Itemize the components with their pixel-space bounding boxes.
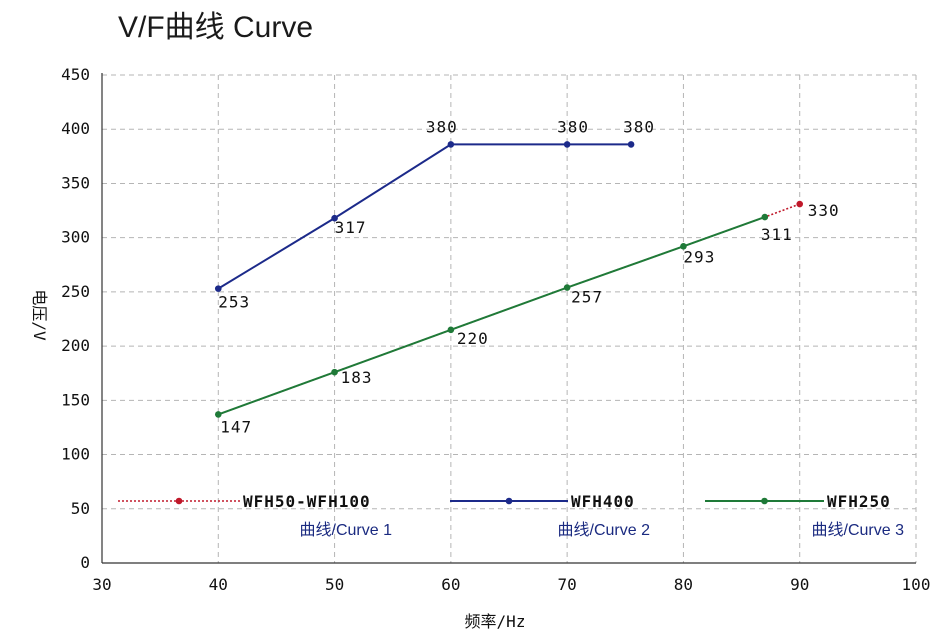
- data-label: 380: [557, 117, 589, 136]
- chart-title: V/F曲线 Curve: [118, 11, 313, 44]
- y-tick-label: 250: [61, 282, 90, 301]
- legend-name: WFH250: [827, 492, 891, 511]
- data-label: 330: [808, 201, 840, 220]
- data-point: [214, 411, 222, 418]
- x-tick-label: 50: [325, 575, 344, 594]
- y-tick-label: 0: [80, 553, 90, 572]
- data-point: [563, 284, 571, 291]
- data-label: 253: [218, 293, 250, 312]
- data-point: [331, 368, 338, 376]
- y-tick-label: 150: [61, 390, 90, 409]
- data-label: 380: [623, 117, 655, 136]
- x-tick-label: 100: [902, 575, 931, 594]
- x-tick-label: 70: [558, 575, 577, 594]
- y-tick-label: 400: [61, 119, 90, 138]
- y-axis-label: 电压/V: [30, 289, 49, 341]
- y-tick-label: 200: [61, 336, 90, 355]
- data-point: [447, 326, 455, 334]
- data-label: 147: [220, 417, 252, 436]
- axes: 0 50 100 150 200 250 300 350 400 450 30 40 50 60 70 80 9…: [61, 65, 930, 594]
- legend-subtitle: 曲线/Curve 1: [300, 521, 393, 539]
- series-line: [217, 216, 766, 416]
- series-line: [217, 143, 632, 290]
- x-tick-label: 60: [441, 575, 460, 594]
- x-tick-label: 40: [209, 575, 228, 594]
- y-tick-label: 300: [61, 228, 90, 247]
- series-layer: [214, 141, 804, 418]
- legend-marker: [175, 497, 183, 505]
- data-label: 317: [335, 218, 367, 237]
- grid: [102, 74, 917, 563]
- legend: WFH50-WFH100 曲线/Curve 1 WFH400 曲线/Curve 2 WF…: [118, 492, 904, 539]
- x-tick-label: 80: [674, 575, 693, 594]
- y-tick-label: 100: [61, 445, 90, 464]
- data-point: [563, 141, 571, 148]
- legend-name: WFH400: [571, 492, 635, 511]
- x-tick-label: 90: [790, 575, 809, 594]
- legend-subtitle: 曲线/Curve 3: [812, 521, 905, 539]
- data-label: 311: [761, 225, 793, 244]
- data-labels: 330 253 317 380 380 380 147 183 220 257 293 311: [218, 117, 840, 436]
- data-point: [680, 243, 687, 250]
- legend-marker: [761, 497, 768, 505]
- data-label: 183: [341, 368, 373, 387]
- data-point: [761, 213, 769, 221]
- legend-name: WFH50-WFH100: [243, 492, 371, 511]
- y-tick-label: 350: [61, 173, 90, 192]
- legend-subtitle: 曲线/Curve 2: [558, 521, 651, 539]
- data-label: 293: [683, 247, 715, 266]
- data-point: [627, 141, 635, 148]
- data-point: [447, 141, 455, 148]
- data-label: 257: [571, 288, 603, 307]
- y-tick-label: 50: [71, 499, 90, 518]
- data-label: 220: [457, 329, 489, 348]
- data-point: [331, 214, 338, 222]
- x-axis-label: 频率/Hz: [465, 612, 526, 631]
- data-label: 380: [426, 117, 458, 136]
- legend-marker: [505, 497, 513, 505]
- data-point: [214, 285, 222, 292]
- data-point: [796, 200, 804, 208]
- y-tick-label: 450: [61, 65, 90, 84]
- x-tick-label: 30: [92, 575, 111, 594]
